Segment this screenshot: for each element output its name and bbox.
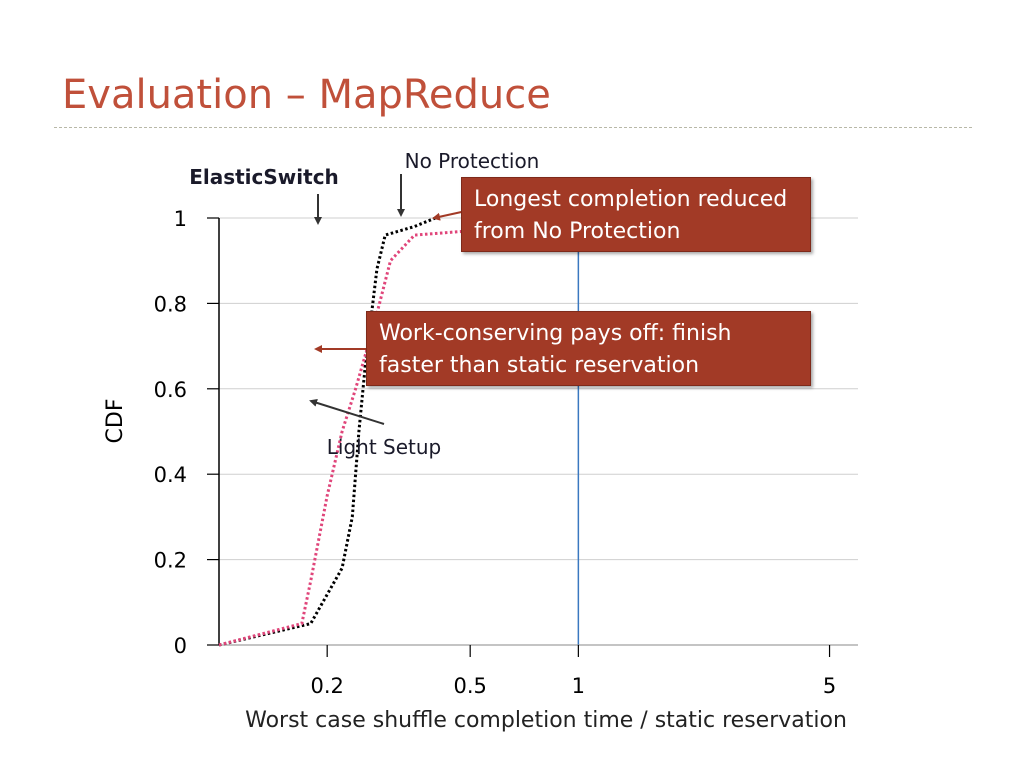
y-tick-label: 1 — [174, 207, 187, 231]
y-tick-label: 0.8 — [154, 292, 187, 316]
x-tick-label: 5 — [823, 674, 836, 698]
no-protection-series-line — [218, 216, 563, 647]
y-tick-label: 0.4 — [154, 463, 187, 487]
y-axis-title: CDF — [103, 399, 128, 444]
y-tick-label: 0.6 — [154, 378, 187, 402]
callout-longest-completion: Longest completion reduced from No Prote… — [461, 177, 811, 252]
y-tick-label: 0.2 — [154, 549, 187, 573]
callout-work-conserving: Work-conserving pays off: finish faster … — [366, 311, 811, 386]
x-tick-label: 1 — [572, 674, 585, 698]
elasticswitch-series-line — [218, 216, 436, 647]
x-tick-label: 0.5 — [453, 674, 486, 698]
callout-1-arrow — [432, 210, 467, 221]
title-divider — [54, 127, 972, 128]
annotation-light-setup: Light Setup — [327, 435, 441, 459]
slide-title: Evaluation – MapReduce — [62, 72, 551, 118]
light-setup-arrow — [309, 398, 385, 425]
x-axis-title: Worst case shuffle completion time / sta… — [245, 708, 847, 733]
x-tick-label: 0.2 — [310, 674, 343, 698]
annotation-no-protection: No Protection — [405, 149, 540, 173]
annotation-elasticswitch: ElasticSwitch — [189, 165, 339, 189]
y-tick-label: 0 — [174, 634, 187, 658]
